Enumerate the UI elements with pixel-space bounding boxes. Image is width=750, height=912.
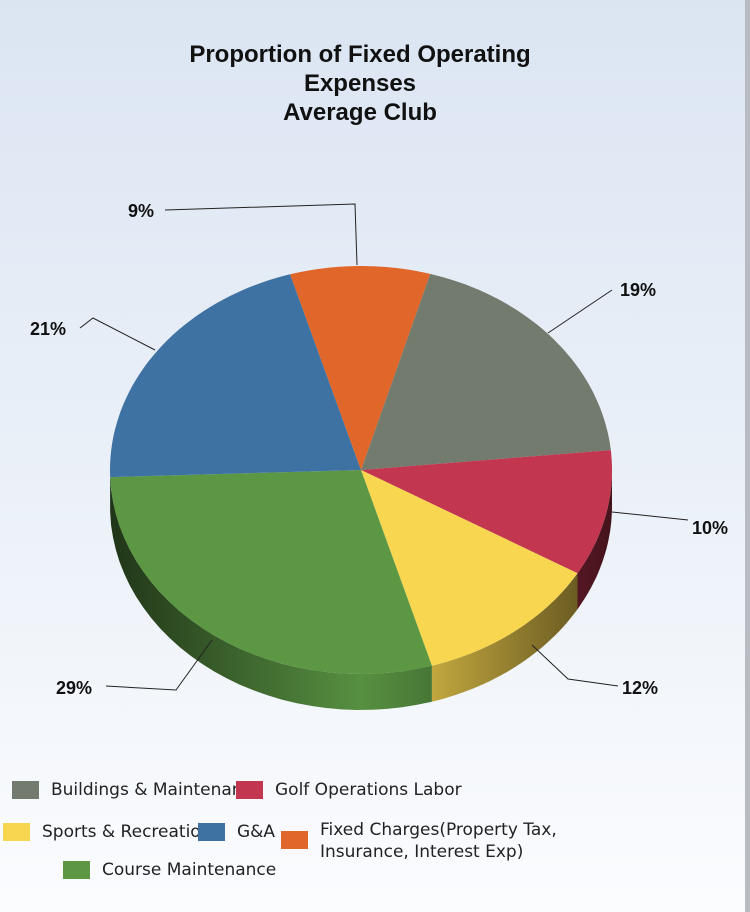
data-label: 21%	[30, 319, 66, 339]
legend-item-course[interactable]: Course Maintenance	[63, 859, 276, 881]
legend-item-buildings[interactable]: Buildings & Maintenance	[12, 779, 262, 801]
data-label: 29%	[56, 678, 92, 698]
legend-item-golf[interactable]: Golf Operations Labor	[236, 779, 462, 801]
leader-line	[531, 644, 619, 687]
legend-swatch	[236, 781, 263, 799]
legend-swatch	[12, 781, 39, 799]
title-line-2: Expenses	[303, 70, 417, 97]
data-label: 10%	[692, 518, 728, 538]
title-line-1: Proportion of Fixed Operating	[189, 41, 531, 68]
leader-line	[164, 203, 358, 266]
legend-swatch	[198, 823, 225, 841]
leader-line	[79, 317, 156, 351]
legend-label: Sports & Recreation	[42, 822, 212, 842]
legend-swatch	[63, 861, 90, 879]
slice-21pct[interactable]	[110, 274, 361, 478]
legend-label: G&A	[237, 822, 276, 842]
slice-10pct[interactable]	[361, 450, 612, 574]
legend-label: Buildings & Maintenance	[51, 780, 263, 800]
chart-title: Proportion of Fixed Operating Expenses A…	[0, 40, 720, 127]
slice-29pct[interactable]	[110, 470, 432, 674]
legend-label: Fixed Charges(Property Tax, Insurance, In…	[320, 819, 557, 863]
slice-12pct[interactable]	[361, 470, 578, 666]
legend-item-sports[interactable]: Sports & Recreation	[3, 821, 211, 843]
legend-label-line: Fixed Charges(Property Tax,	[320, 820, 557, 840]
legend-swatch	[3, 823, 30, 841]
legend-swatch	[281, 831, 308, 849]
slice-9pct[interactable]	[290, 266, 431, 470]
leader-line	[105, 639, 213, 691]
data-label: 9%	[128, 201, 154, 221]
legend-item-ga[interactable]: G&A	[198, 821, 275, 843]
legend-label: Course Maintenance	[102, 860, 277, 880]
leader-line	[611, 511, 689, 521]
slice-side	[110, 477, 432, 710]
legend-label-line: Insurance, Interest Exp)	[320, 842, 524, 862]
leader-line	[547, 289, 613, 334]
window-edge	[745, 0, 750, 912]
slice-19pct[interactable]	[361, 273, 611, 470]
slice-side	[577, 470, 612, 610]
slice-side	[431, 573, 578, 702]
title-line-3: Average Club	[283, 99, 437, 126]
data-label: 12%	[622, 678, 658, 698]
legend-label: Golf Operations Labor	[275, 780, 462, 800]
legend-item-fixed-charges[interactable]: Fixed Charges(Property Tax, Insurance, In…	[281, 819, 557, 863]
data-label: 19%	[620, 280, 656, 300]
